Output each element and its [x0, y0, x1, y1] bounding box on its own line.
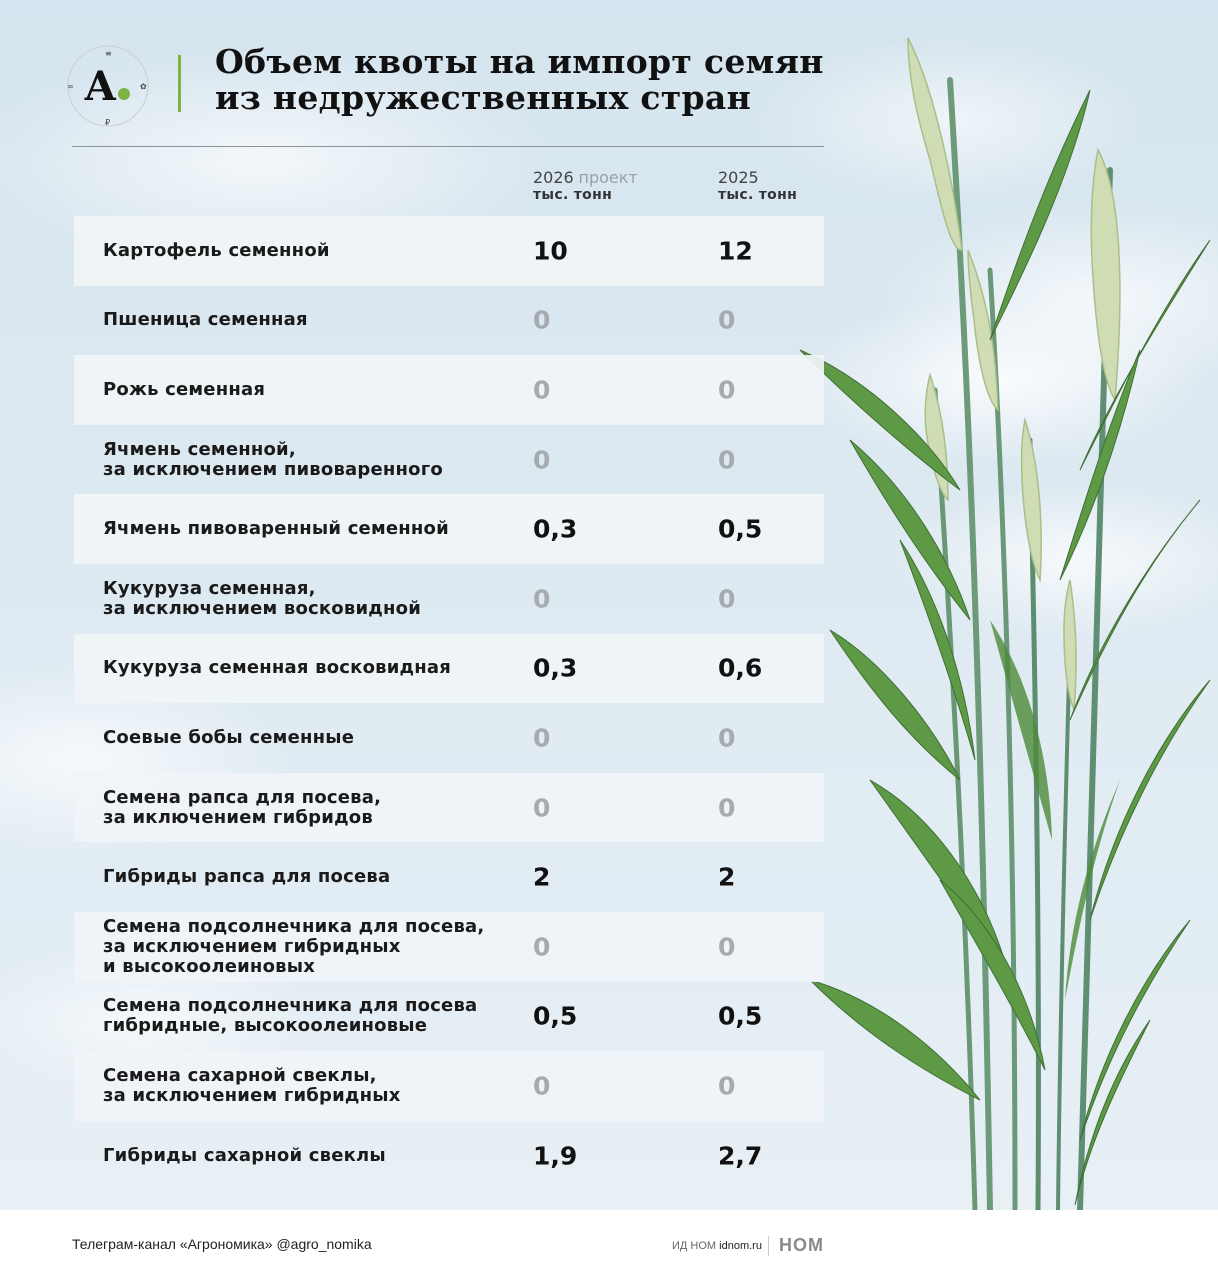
value-2025: 0	[718, 306, 735, 335]
value-2026: 0,5	[533, 1002, 577, 1031]
value-2026: 0	[533, 932, 550, 961]
table-row: Кукуруза семенная восковидная 0,3 0,6	[74, 634, 824, 704]
value-2026: 10	[533, 236, 568, 265]
svg-text:∞: ∞	[67, 82, 74, 91]
value-2026: 0	[533, 1071, 550, 1100]
value-2025: 2,7	[718, 1141, 762, 1170]
quota-table: Картофель семенной 10 12 Пшеница семенная 0 0…	[74, 216, 824, 1190]
value-2026: 0	[533, 375, 550, 404]
row-label: Семена рапса для посева, за иключением г…	[103, 788, 503, 828]
value-2026: 0,3	[533, 515, 577, 544]
row-label: Соевые бобы семенные	[103, 728, 503, 748]
row-label: Ячмень пивоваренный семенной	[103, 519, 503, 539]
column-2025-unit: тыс. тонн	[718, 187, 797, 204]
nom-logo: НОМ	[779, 1235, 824, 1256]
table-row: Картофель семенной 10 12	[74, 216, 824, 286]
row-label: Гибриды рапса для посева	[103, 867, 503, 887]
table-row: Семена рапса для посева, за иключением г…	[74, 773, 824, 843]
title-line-2: из недружественных стран	[215, 80, 855, 116]
table-row: Соевые бобы семенные 0 0	[74, 703, 824, 773]
footer-publisher-prefix: ИД НОМ	[672, 1240, 716, 1252]
footer-separator	[768, 1236, 769, 1256]
table-row: Пшеница семенная 0 0	[74, 286, 824, 356]
value-2026: 0	[533, 793, 550, 822]
table-row: Семена сахарной свеклы, за исключением г…	[74, 1051, 824, 1121]
value-2026: 0	[533, 306, 550, 335]
column-2025-year: 2025	[718, 168, 759, 187]
value-2025: 0,5	[718, 1002, 762, 1031]
column-2026-unit: тыс. тонн	[533, 187, 638, 204]
value-2026: 0,3	[533, 654, 577, 683]
row-label: Семена подсолнечника для посева, за искл…	[103, 917, 503, 977]
table-row: Семена подсолнечника для посева, за искл…	[74, 912, 824, 982]
value-2025: 0	[718, 375, 735, 404]
column-header-2025: 2025 тыс. тонн	[718, 169, 797, 204]
svg-text:≡: ≡	[105, 49, 112, 58]
value-2025: 0	[718, 932, 735, 961]
table-row: Ячмень пивоваренный семенной 0,3 0,5	[74, 494, 824, 564]
row-label: Семена сахарной свеклы, за исключением г…	[103, 1066, 503, 1106]
value-2026: 0	[533, 723, 550, 752]
value-2025: 0	[718, 445, 735, 474]
page-title: Объем квоты на импорт семян из недружест…	[215, 44, 855, 116]
row-label: Картофель семенной	[103, 241, 503, 261]
row-label: Пшеница семенная	[103, 310, 503, 330]
value-2025: 0,5	[718, 515, 762, 544]
wheat-illustration	[790, 20, 1218, 1210]
table-row: Гибриды сахарной свеклы 1,9 2,7	[74, 1121, 824, 1191]
title-divider	[72, 146, 824, 147]
footer-channel: Телеграм-канал «Агрономика» @agro_nomika	[72, 1236, 372, 1252]
value-2026: 0	[533, 584, 550, 613]
row-label: Кукуруза семенная, за исключением восков…	[103, 579, 503, 619]
table-row: Семена подсолнечника для посева гибридны…	[74, 982, 824, 1052]
row-label: Семена подсолнечника для посева гибридны…	[103, 996, 503, 1036]
column-header-2026: 2026 проект тыс. тонн	[533, 169, 638, 204]
title-accent-bar	[178, 55, 181, 112]
value-2026: 1,9	[533, 1141, 577, 1170]
value-2025: 0	[718, 584, 735, 613]
svg-text:А: А	[84, 63, 117, 110]
value-2025: 0,6	[718, 654, 762, 683]
table-row: Рожь семенная 0 0	[74, 355, 824, 425]
column-2026-note: проект	[579, 168, 638, 187]
value-2025: 0	[718, 1071, 735, 1100]
row-label: Гибриды сахарной свеклы	[103, 1146, 503, 1166]
row-label: Рожь семенная	[103, 380, 503, 400]
value-2025: 2	[718, 863, 735, 892]
svg-text:₽: ₽	[105, 118, 110, 127]
value-2025: 0	[718, 793, 735, 822]
table-row: Гибриды рапса для посева 2 2	[74, 842, 824, 912]
column-2026-year: 2026	[533, 168, 574, 187]
title-line-1: Объем квоты на импорт семян	[215, 44, 855, 80]
row-label: Кукуруза семенная восковидная	[103, 658, 503, 678]
row-label: Ячмень семенной, за исключением пивоваре…	[103, 440, 503, 480]
agronomika-logo: А ≡ ₽ ∞ ✿	[66, 44, 150, 128]
value-2025: 12	[718, 236, 753, 265]
footer-publisher-site: idnom.ru	[719, 1240, 762, 1252]
table-row: Кукуруза семенная, за исключением восков…	[74, 564, 824, 634]
value-2026: 0	[533, 445, 550, 474]
footer-publisher: ИД НОМ idnom.ru	[672, 1240, 762, 1252]
value-2025: 0	[718, 723, 735, 752]
value-2026: 2	[533, 863, 550, 892]
svg-text:✿: ✿	[140, 82, 147, 91]
table-row: Ячмень семенной, за исключением пивоваре…	[74, 425, 824, 495]
